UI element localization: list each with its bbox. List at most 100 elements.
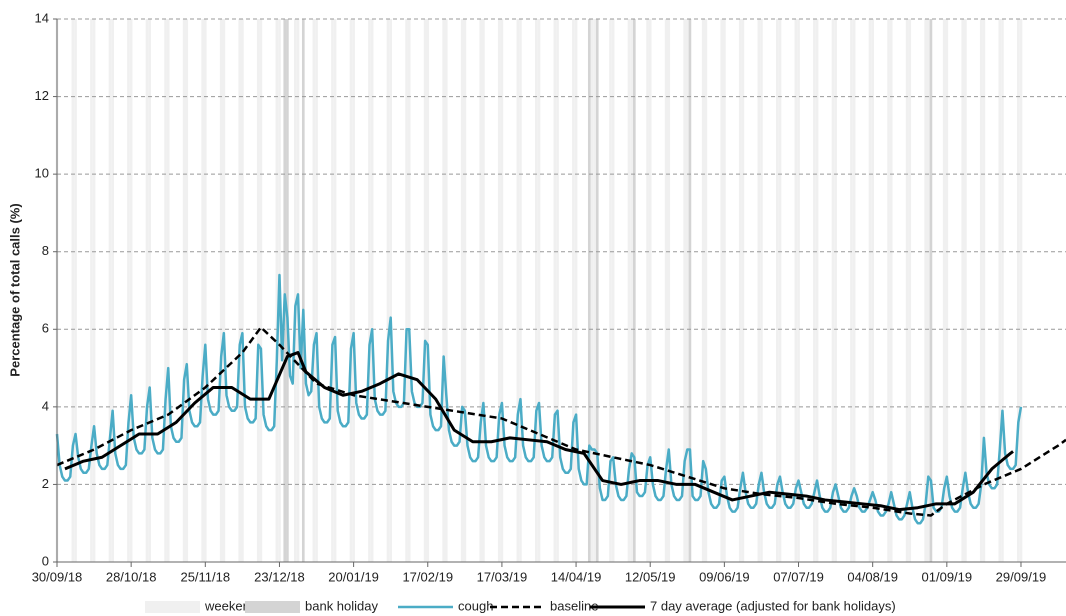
shade-bar xyxy=(982,19,986,562)
shade-bar xyxy=(929,19,933,562)
shade-bar xyxy=(286,19,289,562)
shade-bar xyxy=(926,19,930,562)
shade-bar xyxy=(460,19,464,562)
shade-bar xyxy=(463,19,467,562)
shade-bar xyxy=(500,19,504,562)
shade-bar xyxy=(312,19,316,562)
shade-bar xyxy=(71,19,75,562)
shade-bar xyxy=(407,19,411,562)
shade-bar xyxy=(979,19,983,562)
shade-bar xyxy=(479,19,483,562)
shade-bar xyxy=(704,19,708,562)
shade-bar xyxy=(127,19,130,562)
shade-bar xyxy=(852,19,856,562)
shade-bar xyxy=(834,19,837,562)
shade-bar xyxy=(794,19,798,562)
shade-bar xyxy=(667,19,671,562)
shade-bar xyxy=(259,19,263,562)
x-tick-label: 23/12/18 xyxy=(254,569,305,584)
legend-swatch xyxy=(145,601,200,613)
shade-bar xyxy=(349,19,353,562)
shade-bar xyxy=(701,19,705,562)
shade-bar xyxy=(166,19,170,562)
y-tick-label: 0 xyxy=(42,553,49,568)
x-tick-label: 01/09/19 xyxy=(922,569,973,584)
x-tick-label: 28/10/18 xyxy=(106,569,157,584)
shade-bar xyxy=(222,19,226,562)
shade-bar xyxy=(241,19,244,562)
shade-bar xyxy=(630,19,634,562)
x-tick-label: 14/04/19 xyxy=(551,569,602,584)
shade-bar xyxy=(942,19,946,562)
shade-bar xyxy=(1017,19,1020,562)
x-tick-label: 17/03/19 xyxy=(477,569,528,584)
y-tick-label: 12 xyxy=(35,88,49,103)
shade-bar xyxy=(426,19,430,562)
shading-layer xyxy=(55,19,1023,562)
shade-bar xyxy=(1019,19,1023,562)
shade-bar xyxy=(294,19,297,562)
shade-bar xyxy=(595,19,599,562)
y-tick-label: 6 xyxy=(42,321,49,336)
legend-label: baseline xyxy=(550,598,598,613)
shade-bar xyxy=(648,19,652,562)
shade-bar xyxy=(74,19,77,562)
shade-bar xyxy=(609,19,612,562)
series-line xyxy=(64,351,1014,512)
series-line xyxy=(55,273,1023,525)
shade-bar xyxy=(797,19,800,562)
legend-label: 7 day average (adjusted for bank holiday… xyxy=(650,598,896,613)
legend-swatch xyxy=(245,601,300,613)
shade-bar xyxy=(1001,19,1004,562)
shade-bar xyxy=(296,19,300,562)
shade-bar xyxy=(757,19,761,562)
shade-bar xyxy=(516,19,520,562)
shade-bar xyxy=(633,19,636,562)
x-tick-label: 29/09/19 xyxy=(996,569,1047,584)
shade-bar xyxy=(444,19,448,562)
shade-bar xyxy=(553,19,557,562)
shade-bar xyxy=(145,19,149,562)
shade-bar xyxy=(815,19,819,562)
shade-bar xyxy=(203,19,207,562)
shade-bar xyxy=(108,19,112,562)
x-tick-label: 25/11/18 xyxy=(180,569,230,584)
shade-bar xyxy=(776,19,779,562)
shade-bar xyxy=(423,19,427,562)
shade-bar xyxy=(301,19,305,562)
shade-bar xyxy=(92,19,96,562)
x-tick-label: 12/05/19 xyxy=(625,569,676,584)
shade-bar xyxy=(593,19,596,562)
shade-bar xyxy=(572,19,575,562)
shade-bar xyxy=(868,19,872,562)
shade-bar xyxy=(685,19,689,562)
shade-bar xyxy=(148,19,152,562)
shade-bar xyxy=(389,19,393,562)
shade-bar xyxy=(201,19,204,562)
y-tick-label: 10 xyxy=(35,166,49,181)
shade-bar xyxy=(368,19,371,562)
shade-bar xyxy=(741,19,745,562)
shade-bar xyxy=(924,19,927,562)
shade-bar xyxy=(590,19,594,562)
shade-bar xyxy=(442,19,445,562)
shade-bar xyxy=(664,19,668,562)
shade-bar xyxy=(908,19,912,562)
shade-bar xyxy=(315,19,318,562)
y-tick-label: 4 xyxy=(42,398,49,413)
shade-bar xyxy=(386,19,390,562)
legend-label: weekend xyxy=(204,598,257,613)
shade-bar xyxy=(723,19,726,562)
x-tick-label: 09/06/19 xyxy=(699,569,750,584)
shade-bar xyxy=(688,19,692,562)
shade-bar xyxy=(352,19,355,562)
shade-bar xyxy=(720,19,724,562)
x-tick-label: 07/07/19 xyxy=(773,569,824,584)
shade-bar xyxy=(275,19,279,562)
shade-bar xyxy=(887,19,890,562)
grid-layer xyxy=(57,18,1066,485)
shade-bar xyxy=(961,19,965,562)
shade-bar xyxy=(331,19,334,562)
shade-bar xyxy=(164,19,167,562)
